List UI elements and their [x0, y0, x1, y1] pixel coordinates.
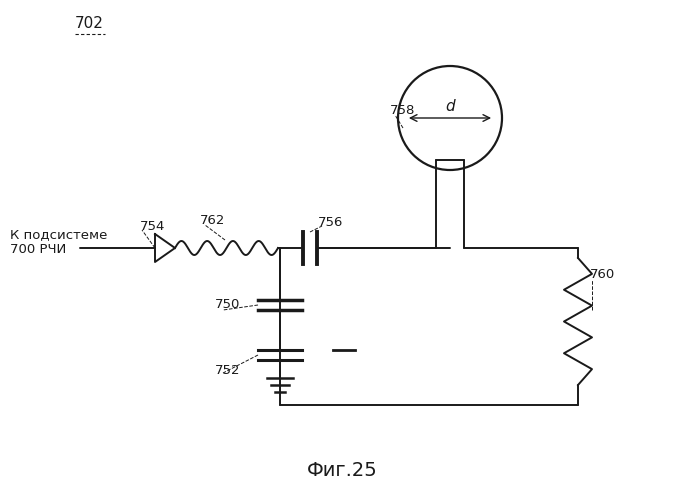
Text: 752: 752 — [215, 364, 240, 376]
Text: 762: 762 — [200, 214, 225, 226]
Text: 702: 702 — [75, 16, 104, 31]
Text: 756: 756 — [318, 216, 343, 228]
Text: 758: 758 — [390, 104, 415, 117]
Text: К подсистеме
700 РЧИ: К подсистеме 700 РЧИ — [10, 228, 108, 256]
Text: Фиг.25: Фиг.25 — [307, 460, 377, 479]
Text: 754: 754 — [140, 220, 165, 232]
Text: 760: 760 — [590, 268, 615, 281]
Text: d: d — [445, 99, 455, 114]
Text: 750: 750 — [215, 298, 240, 312]
